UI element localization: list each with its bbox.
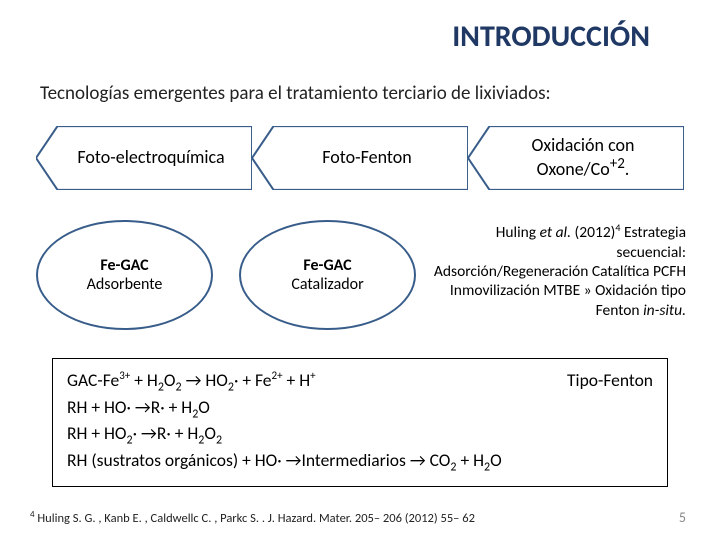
arrow-box: Oxidación conOxone/Co+2. (468, 126, 684, 190)
arrow-label: Foto-electroquímica (55, 148, 232, 168)
oval-line1: Fe-GAC (303, 256, 351, 275)
oval-line1: Fe-GAC (100, 256, 148, 275)
arrow-row: Foto-electroquímica Foto-Fenton Oxidació… (36, 126, 684, 190)
arrow-label: Foto-Fenton (300, 148, 419, 168)
arrow-box: Foto-electroquímica (36, 126, 252, 190)
oval-node: Fe-GAC Adsorbente (36, 220, 213, 330)
arrow-box: Foto-Fenton (252, 126, 468, 190)
oval-row: Fe-GAC AdsorbenteFe-GAC Catalizador (36, 220, 416, 330)
oval-line2: Adsorbente (87, 275, 163, 294)
oval-line2: Catalizador (291, 275, 363, 294)
equation-line: RH + HO· →R· + H2O (67, 396, 653, 423)
arrow-label: Oxidación conOxone/Co+2. (510, 136, 643, 180)
footnote: 4 Huling S. G. , Kanb E. , Caldwellc C. … (30, 509, 475, 526)
equation-line: GAC-Fe3+ + H2O2 → HO2· + Fe2+ + H+Tipo-F… (67, 369, 653, 396)
equations-box: GAC-Fe3+ + H2O2 → HO2· + Fe2+ + H+Tipo-F… (52, 358, 668, 487)
page-title: INTRODUCCIÓN (452, 18, 650, 55)
side-paragraph: Huling et al. (2012)4 Estrategia secuenc… (430, 222, 686, 320)
page-number: 5 (679, 509, 686, 526)
equation-line: RH (sustratos orgánicos) + HO· →Intermed… (67, 449, 653, 476)
subtitle: Tecnologías emergentes para el tratamien… (40, 82, 551, 105)
oval-node: Fe-GAC Catalizador (239, 220, 416, 330)
equation-line: RH + HO2· →R· + H2O2 (67, 422, 653, 449)
